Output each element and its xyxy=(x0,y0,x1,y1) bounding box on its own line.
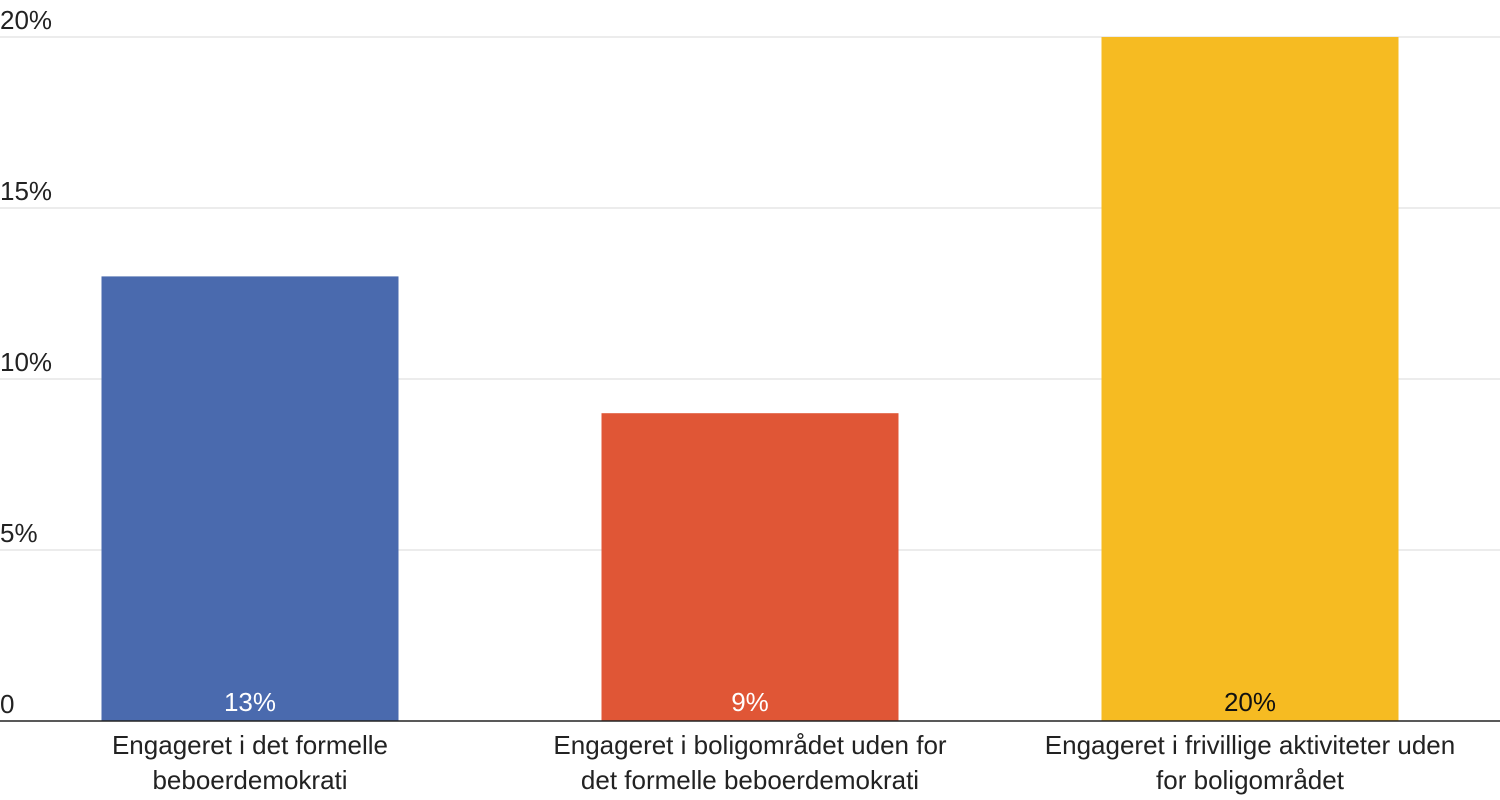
y-tick-label: 20% xyxy=(0,5,52,35)
category-label-line: Engageret i det formelle xyxy=(112,730,388,760)
y-axis-tick-labels: 0 5% 10% 15% 20% xyxy=(0,5,52,719)
y-tick-label: 0 xyxy=(0,689,14,719)
category-label-line: beboerdemokrati xyxy=(152,765,347,795)
category-label-line: Engageret i boligområdet uden for xyxy=(553,730,946,760)
bars xyxy=(101,37,1399,721)
data-label: 9% xyxy=(731,687,769,717)
data-label: 20% xyxy=(1224,687,1276,717)
category-label: Engageret i frivillige aktiviteter uden f… xyxy=(1045,730,1455,795)
bar xyxy=(101,276,399,721)
category-label: Engageret i boligområdet uden for det for… xyxy=(553,730,946,795)
y-tick-label: 5% xyxy=(0,518,38,548)
category-labels: Engageret i det formelle beboerdemokratiE… xyxy=(112,730,1455,795)
data-label: 13% xyxy=(224,687,276,717)
data-labels: 13% 9% 20% xyxy=(224,687,1276,717)
category-label-line: det formelle beboerdemokrati xyxy=(581,765,919,795)
category-label-line: for boligområdet xyxy=(1156,765,1345,795)
category-label-line: Engageret i frivillige aktiviteter uden xyxy=(1045,730,1455,760)
y-tick-label: 10% xyxy=(0,347,52,377)
y-tick-label: 15% xyxy=(0,176,52,206)
category-label: Engageret i det formelle beboerdemokrati xyxy=(112,730,388,795)
bar xyxy=(601,413,899,721)
bar xyxy=(1101,37,1399,721)
